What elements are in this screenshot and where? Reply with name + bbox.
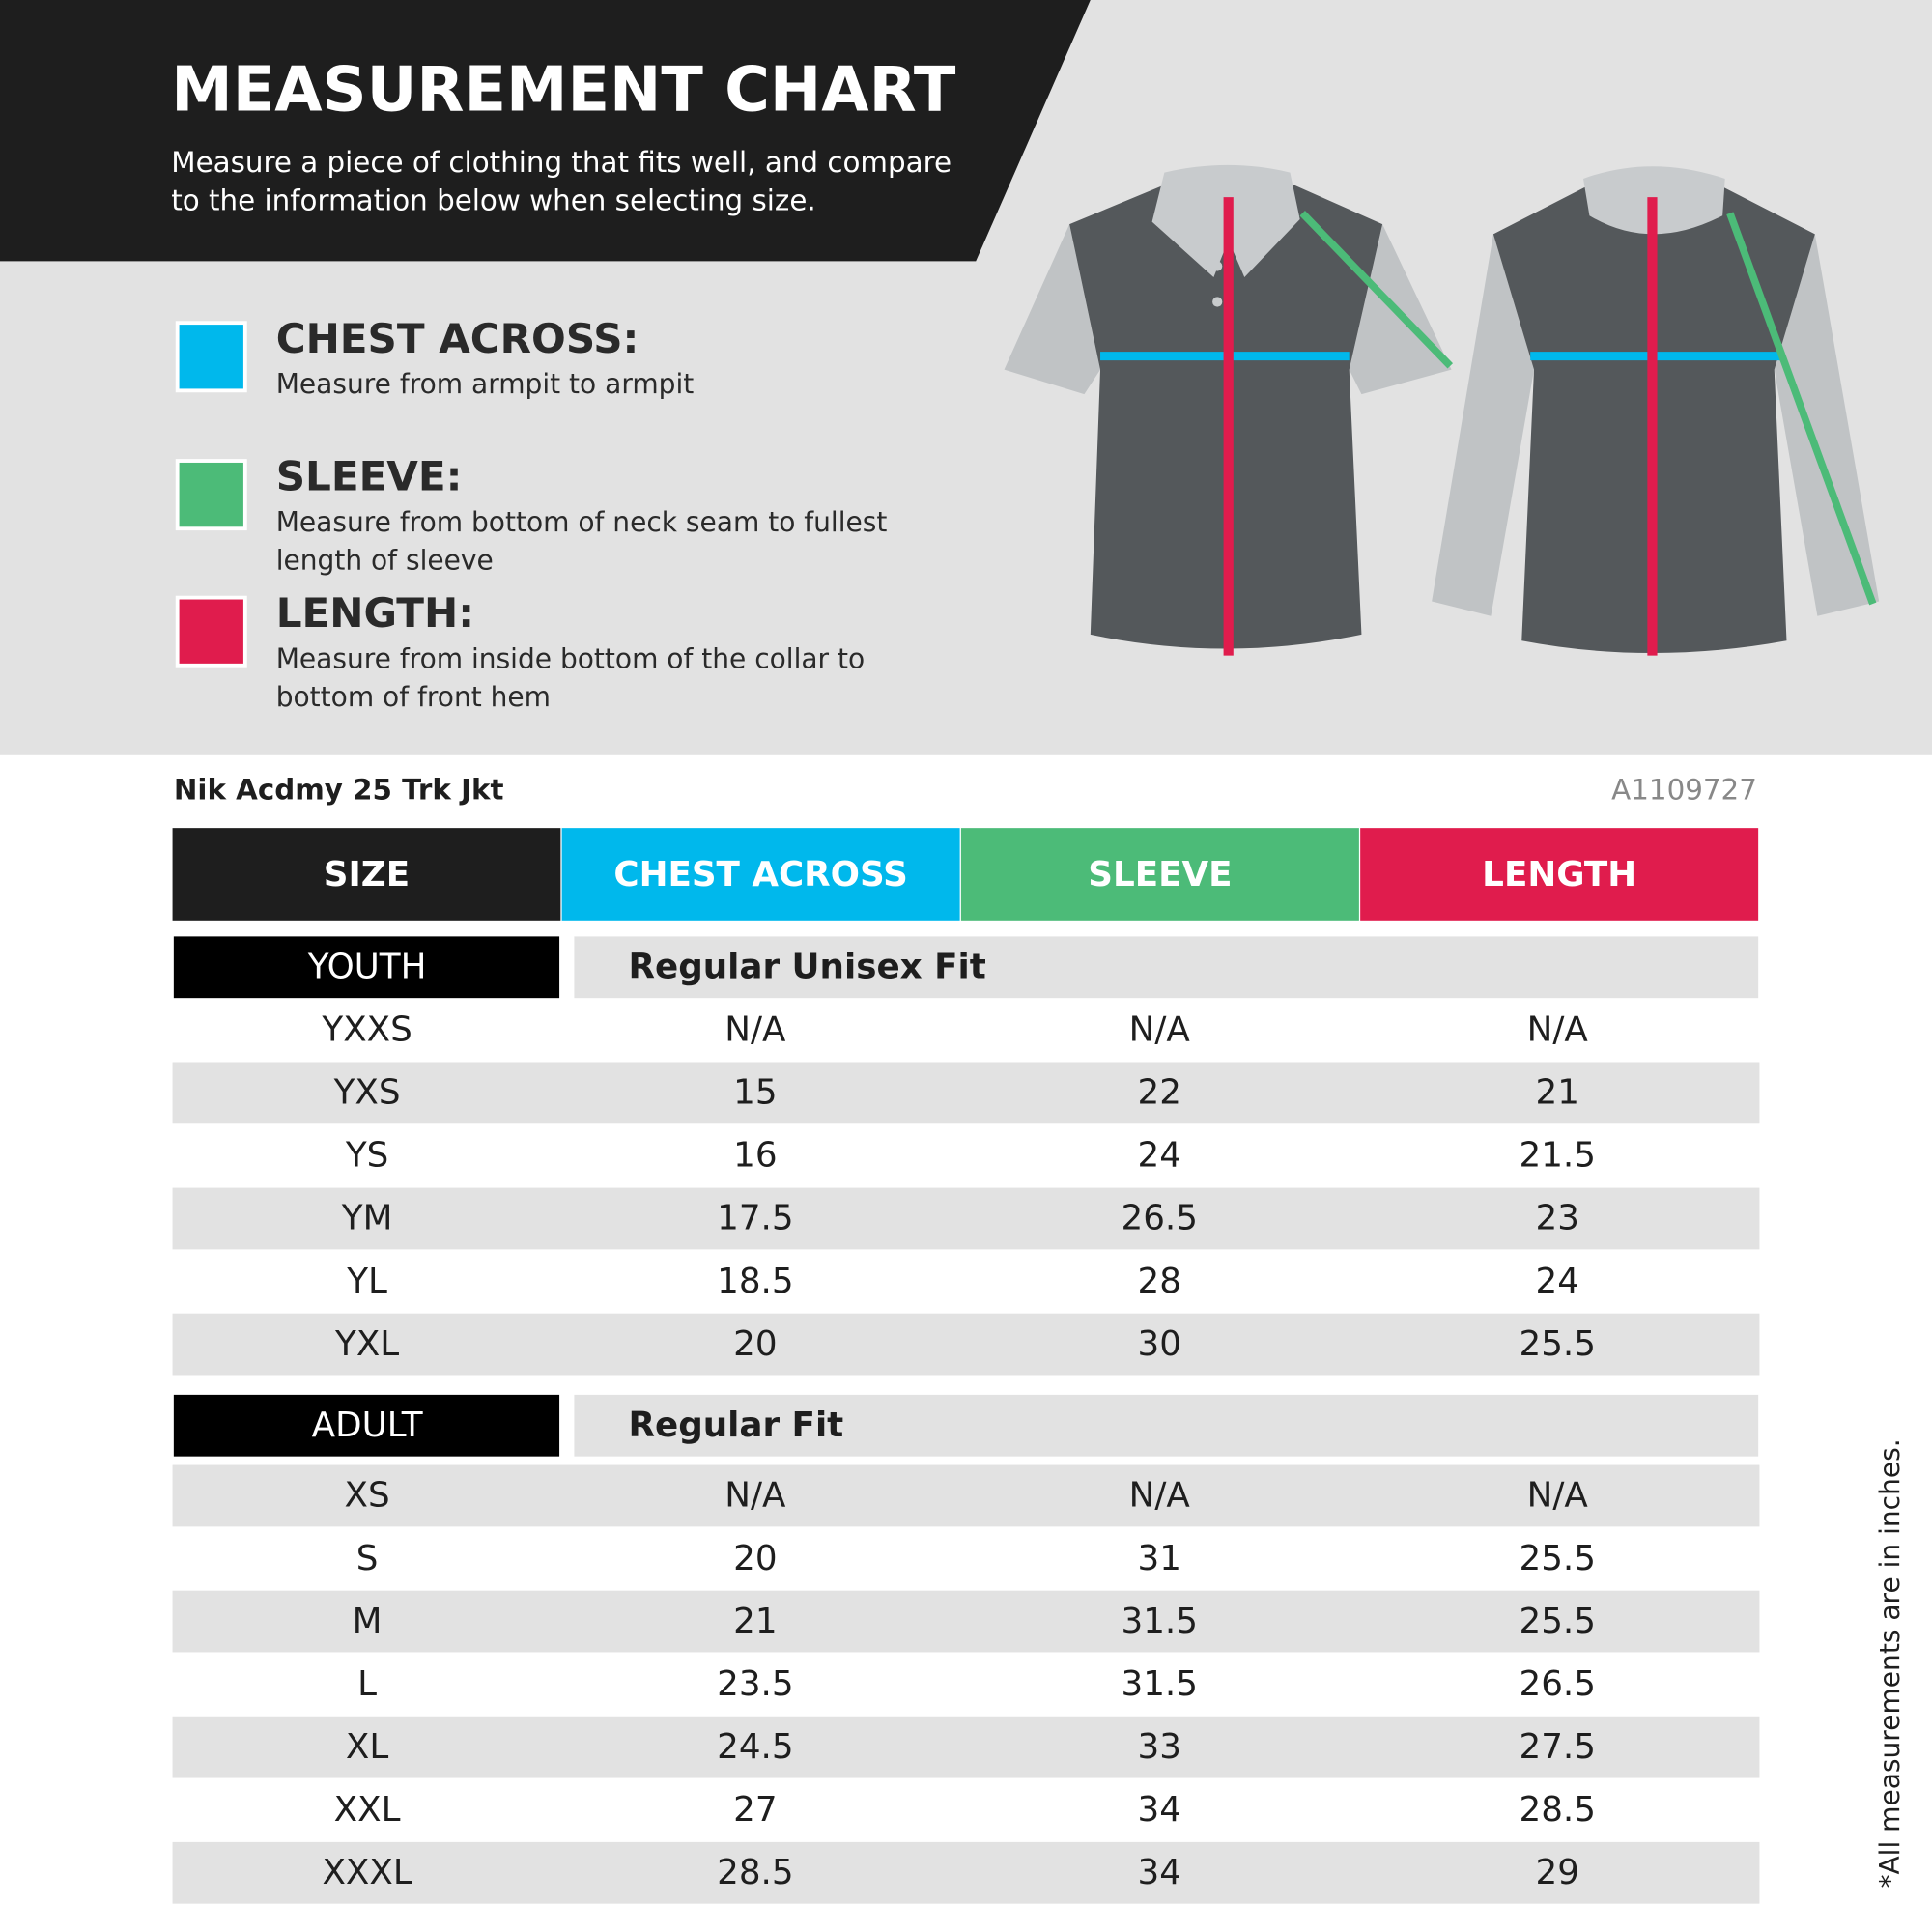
value-cell: 25.5 (1519, 1602, 1596, 1641)
legend-description: length of sleeve (276, 545, 494, 577)
value-cell: 26.5 (1519, 1664, 1596, 1704)
size-cell: YL (346, 1262, 387, 1301)
value-cell: 28.5 (717, 1853, 794, 1892)
footnote: *All measurements are in inches. (1874, 1438, 1906, 1888)
value-cell: 29 (1536, 1853, 1579, 1892)
legend-description: bottom of front hem (276, 681, 551, 713)
value-cell: 23.5 (717, 1664, 794, 1704)
value-cell: N/A (724, 1010, 786, 1050)
value-cell: 34 (1138, 1790, 1181, 1830)
value-cell: 18.5 (717, 1262, 794, 1301)
legend-description: Measure from armpit to armpit (276, 368, 695, 400)
group-fit: Regular Fit (629, 1406, 844, 1445)
header-label: LENGTH (1482, 855, 1636, 895)
value-cell: 17.5 (717, 1199, 794, 1238)
value-cell: 28 (1138, 1262, 1181, 1301)
value-cell: 23 (1536, 1199, 1579, 1238)
size-cell: L (357, 1664, 377, 1704)
value-cell: N/A (1527, 1010, 1589, 1050)
value-cell: 22 (1138, 1073, 1181, 1113)
row-stripe (172, 1062, 1760, 1124)
subtitle: Measure a piece of clothing that fits we… (171, 146, 952, 179)
group-label-bg (173, 936, 560, 999)
product-code: A1109727 (1611, 773, 1757, 806)
size-cell: XL (346, 1727, 388, 1767)
legend-swatch (175, 595, 247, 668)
size-table: Nik Acdmy 25 Trk Jkt A1109727 SIZE CHEST AC… (0, 754, 1932, 1932)
value-cell: 24.5 (717, 1727, 794, 1767)
value-cell: 21.5 (1519, 1136, 1596, 1176)
group-fit-bg (574, 1394, 1759, 1457)
product-name: Nik Acdmy 25 Trk Jkt (174, 773, 504, 806)
polo-illustration (1004, 164, 1454, 656)
value-cell: 16 (733, 1136, 777, 1176)
value-cell: 31.5 (1122, 1602, 1199, 1641)
size-cell: YXL (334, 1324, 399, 1364)
legend-description: Measure from bottom of neck seam to full… (276, 506, 888, 538)
row-stripe (172, 1464, 1760, 1527)
group-label-bg (173, 1394, 560, 1457)
header-cell (1360, 828, 1759, 921)
size-cell: XXXL (322, 1853, 412, 1892)
legend-swatch (175, 459, 247, 531)
value-cell: 33 (1138, 1727, 1181, 1767)
value-cell: 30 (1138, 1324, 1181, 1364)
value-cell: 28.5 (1519, 1790, 1596, 1830)
value-cell: N/A (1129, 1476, 1191, 1516)
value-cell: 21 (733, 1602, 777, 1641)
header-cell (172, 828, 561, 921)
header-cell (960, 828, 1359, 921)
legend-label: LENGTH: (276, 589, 474, 637)
size-cell: YXXS (321, 1010, 412, 1050)
legend-description: Measure from inside bottom of the collar… (276, 643, 865, 675)
size-cell: YM (341, 1199, 393, 1238)
header-cell (561, 828, 960, 921)
jacket-illustration (1432, 166, 1880, 656)
header-label: SLEEVE (1088, 855, 1232, 895)
size-cell: S (356, 1539, 379, 1578)
value-cell: N/A (724, 1476, 786, 1516)
value-cell: 31 (1138, 1539, 1181, 1578)
value-cell: 20 (733, 1324, 777, 1364)
value-cell: 34 (1138, 1853, 1181, 1892)
title: MEASUREMENT CHART (171, 55, 956, 127)
value-cell: 27 (733, 1790, 777, 1830)
group-label: YOUTH (307, 948, 427, 987)
group-fit-bg (574, 936, 1759, 999)
value-cell: 31.5 (1122, 1664, 1199, 1704)
value-cell: N/A (1527, 1476, 1589, 1516)
value-cell: 21 (1536, 1073, 1579, 1113)
size-cell: YXS (333, 1073, 401, 1113)
size-cell: M (353, 1602, 383, 1641)
legend: CHEST ACROSS: Measure from armpit to armp… (175, 315, 888, 713)
row-stripe (172, 1313, 1760, 1376)
row-stripe (172, 1716, 1760, 1778)
legend-swatch (175, 321, 247, 393)
legend-label: SLEEVE: (276, 453, 463, 500)
size-cell: XS (345, 1476, 390, 1516)
group-fit: Regular Unisex Fit (629, 948, 986, 987)
group-label: ADULT (312, 1406, 423, 1445)
value-cell: 27.5 (1519, 1727, 1596, 1767)
value-cell: 26.5 (1122, 1199, 1199, 1238)
value-cell: 24 (1536, 1262, 1579, 1301)
header-label: CHEST ACROSS (613, 855, 907, 895)
row-stripe (172, 1187, 1760, 1250)
value-cell: 15 (733, 1073, 777, 1113)
value-cell: 20 (733, 1539, 777, 1578)
value-cell: 24 (1138, 1136, 1181, 1176)
subtitle: to the information below when selecting … (171, 185, 815, 217)
size-cell: XXL (334, 1790, 401, 1830)
header-label: SIZE (324, 855, 410, 895)
value-cell: 25.5 (1519, 1324, 1596, 1364)
row-stripe (172, 1590, 1760, 1653)
row-stripe (172, 1841, 1760, 1904)
value-cell: N/A (1129, 1010, 1191, 1050)
value-cell: 25.5 (1519, 1539, 1596, 1578)
size-cell: YS (345, 1136, 388, 1176)
legend-label: CHEST ACROSS: (276, 315, 639, 362)
header-band (0, 0, 1091, 262)
